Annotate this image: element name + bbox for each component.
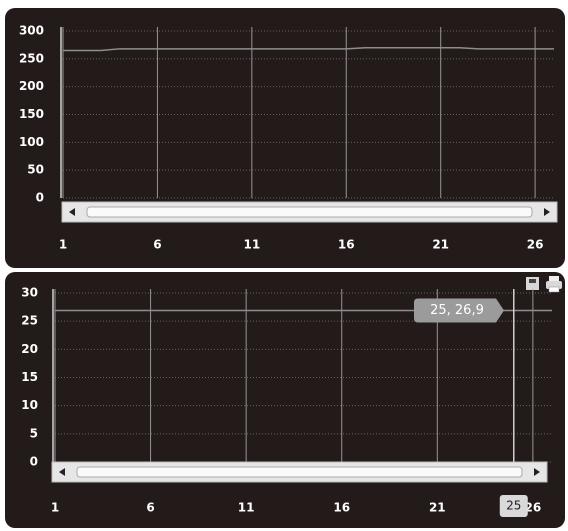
save-icon[interactable] [526,277,539,290]
y-tick-label: 0 [30,455,38,469]
scroll-right-arrow [534,468,540,476]
x-tick-label: 26 [525,501,542,515]
print-icon[interactable] [546,276,562,293]
y-tick-label: 15 [21,370,38,384]
x-tick-label: 1 [51,501,59,515]
x-tick-label: 16 [333,501,350,515]
scroll-thumb [76,466,523,478]
y-tick-label: 100 [19,135,44,149]
y-tick-label: 250 [19,51,44,65]
crosshair-label-box [499,495,528,517]
y-tick-label: 50 [27,163,44,177]
data-line [63,46,554,52]
scroll-right-arrow [544,208,550,216]
y-tick-label: 10 [21,398,38,412]
x-tick-label: 6 [146,501,154,515]
y-tick-label: 0 [36,191,44,205]
tooltip-box [414,298,504,323]
tooltip-text: 25, 26,9 [430,303,484,318]
x-tick-label: 11 [238,501,255,515]
x-tick-label: 21 [429,501,446,515]
y-tick-label: 20 [21,342,38,356]
scrollbar[interactable] [61,201,558,223]
y-tick-label: 300 [19,24,44,38]
y-tick-label: 30 [21,286,38,300]
scroll-left-arrow [59,468,65,476]
y-tick-label: 200 [19,79,44,93]
y-tick-label: 25 [21,314,38,328]
y-tick-label: 150 [19,107,44,121]
scroll-thumb [86,206,533,218]
scrollbar[interactable] [51,461,548,483]
x-tick-label: 26 [527,238,544,252]
x-tick-label: 21 [432,238,449,252]
y-tick-label: 5 [30,426,38,440]
x-tick-label: 16 [338,238,355,252]
scroll-left-arrow [69,208,75,216]
crosshair-label: 25 [506,499,521,513]
x-tick-label: 11 [243,238,260,252]
x-tick-label: 6 [153,238,161,252]
panel [5,8,565,268]
x-tick-label: 1 [59,238,67,252]
